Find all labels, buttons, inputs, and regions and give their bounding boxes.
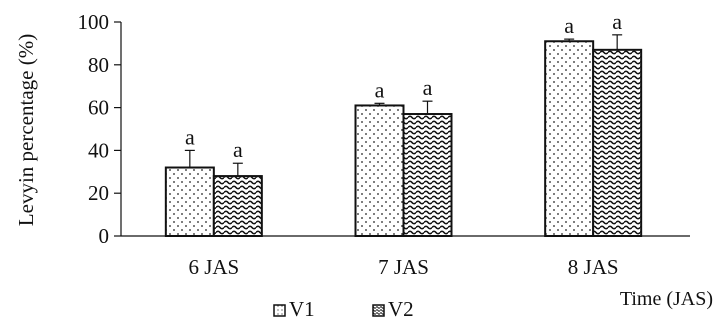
bar-v1-2: [544, 40, 595, 238]
x-tick-label-0: 6 JAS: [188, 255, 239, 279]
bar-v2-2: [592, 48, 643, 237]
x-tick-label-1: 7 JAS: [378, 255, 429, 279]
data-label-v2-1: a: [423, 75, 433, 100]
bar-v1-1: [354, 104, 405, 237]
bars: a a a a a a: [164, 9, 643, 238]
bar-v2-1: [402, 113, 453, 237]
bar-v2-0: [212, 175, 263, 237]
y-tick-label-20: 20: [88, 181, 109, 205]
data-label-v1-2: a: [564, 13, 574, 38]
data-label-v1-0: a: [185, 124, 195, 149]
y-tick-label-100: 100: [78, 10, 110, 34]
data-label-v2-2: a: [612, 9, 622, 34]
y-tick-label-80: 80: [88, 53, 109, 77]
x-axis-tick-labels: 6 JAS 7 JAS 8 JAS: [188, 255, 618, 279]
data-label-v2-0: a: [233, 137, 243, 162]
legend-item-v1: V1: [273, 297, 315, 321]
legend-label-v2: V2: [388, 297, 414, 321]
legend-swatch-v2: [372, 304, 385, 317]
x-tick-label-2: 8 JAS: [568, 255, 619, 279]
y-tick-label-40: 40: [88, 138, 109, 162]
y-axis-label: Levyin percentage (%): [14, 34, 38, 226]
x-axis-label: Time (JAS): [620, 288, 713, 310]
y-tick-label-60: 60: [88, 96, 109, 120]
data-label-v1-1: a: [375, 77, 385, 102]
y-tick-label-0: 0: [99, 224, 110, 248]
legend-label-v1: V1: [289, 297, 315, 321]
legend-item-v2: V2: [372, 297, 414, 321]
legend-swatch-v1: [273, 304, 286, 317]
bar-v1-0: [164, 166, 215, 238]
y-axis-ticks: 0 20 40 60 80 100: [78, 10, 121, 248]
legend: V1 V2: [273, 297, 414, 321]
